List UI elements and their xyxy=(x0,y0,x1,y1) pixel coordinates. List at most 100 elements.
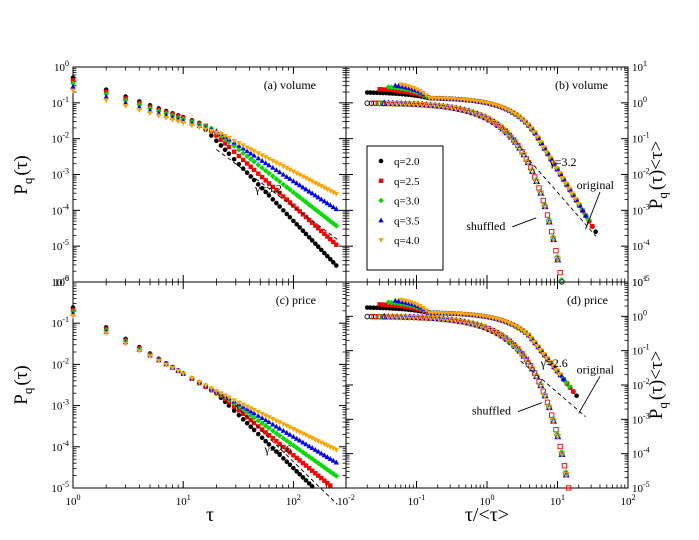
data-point xyxy=(322,231,327,237)
data-point xyxy=(259,415,265,421)
data-point xyxy=(270,417,276,422)
data-point xyxy=(291,453,296,458)
data-point xyxy=(309,190,315,196)
data-point xyxy=(333,473,340,479)
guide-line xyxy=(520,360,586,417)
data-point xyxy=(251,152,257,158)
data-point xyxy=(231,408,237,413)
data-point xyxy=(380,87,386,92)
data-point xyxy=(579,207,586,213)
data-point xyxy=(515,325,521,331)
data-point xyxy=(269,428,276,434)
data-point-shuffled xyxy=(494,122,502,130)
data-point xyxy=(270,197,276,202)
data-point-shuffled xyxy=(393,314,401,321)
data-point xyxy=(294,221,299,227)
data-point xyxy=(294,455,299,461)
annotation-shuffled: shuffled xyxy=(472,404,511,418)
data-point-shuffled xyxy=(554,256,562,264)
data-point xyxy=(277,190,282,196)
data-point xyxy=(327,256,333,262)
data-point xyxy=(284,166,290,171)
data-point xyxy=(506,108,512,114)
data-point xyxy=(330,204,336,210)
data-point xyxy=(306,481,312,486)
x-axis-label-left: τ xyxy=(206,504,214,526)
data-point xyxy=(196,125,203,131)
guide-label: γ=3.2 xyxy=(548,155,576,169)
data-point-shuffled xyxy=(431,316,439,323)
data-point xyxy=(248,424,254,429)
data-point xyxy=(390,303,395,308)
data-point-shuffled xyxy=(410,314,418,322)
data-point-shuffled xyxy=(562,469,570,476)
data-point-shuffled xyxy=(499,333,507,341)
legend-marker xyxy=(378,197,384,204)
data-point xyxy=(248,150,254,156)
data-point xyxy=(273,423,280,429)
data-point xyxy=(273,430,280,437)
data-point xyxy=(266,442,272,447)
legend-label: q=3.5 xyxy=(394,215,420,227)
guide-label: γ=2.6 xyxy=(540,356,568,370)
panel-a: 10-6 10-5 10-4 10-3 10-2 10-1 100 γ=3.2 (a) volu… xyxy=(51,59,347,289)
data-point xyxy=(306,434,312,440)
data-point xyxy=(420,90,426,96)
data-point xyxy=(236,153,242,159)
legend-marker xyxy=(378,178,384,183)
data-point xyxy=(402,84,408,90)
data-point xyxy=(218,137,224,142)
data-point xyxy=(251,177,257,183)
legend-marker xyxy=(378,158,384,164)
data-point xyxy=(303,433,309,439)
legend-marker xyxy=(378,238,384,244)
data-point xyxy=(300,475,306,480)
y-tick-label: 10-1 xyxy=(51,315,69,330)
data-point xyxy=(414,87,420,93)
data-point-shuffled xyxy=(435,316,443,323)
data-point-shuffled xyxy=(557,270,563,276)
data-point-shuffled xyxy=(527,164,534,171)
data-point xyxy=(291,218,296,224)
y-tick-label: 101 xyxy=(632,59,647,74)
data-point xyxy=(297,209,302,214)
data-point xyxy=(303,231,309,237)
data-point xyxy=(393,88,398,93)
data-point xyxy=(550,364,556,369)
data-point-shuffled xyxy=(448,105,456,112)
data-point xyxy=(312,458,319,464)
data-point xyxy=(553,165,560,171)
data-point-shuffled xyxy=(511,343,519,351)
data-point xyxy=(414,302,420,308)
data-point xyxy=(273,167,280,173)
data-point-shuffled xyxy=(558,448,565,456)
data-point xyxy=(136,348,143,354)
data-point xyxy=(196,380,203,385)
data-point xyxy=(218,131,224,137)
data-point xyxy=(259,165,265,171)
data-point xyxy=(296,447,303,453)
data-point-shuffled xyxy=(549,412,555,418)
data-point xyxy=(589,223,595,229)
data-point xyxy=(322,250,327,256)
data-point-shuffled xyxy=(549,236,557,243)
data-point-shuffled xyxy=(401,314,409,321)
data-point xyxy=(175,368,181,374)
x-tick-label: 10-2 xyxy=(337,493,355,508)
data-point xyxy=(231,404,237,409)
data-point-shuffled xyxy=(490,120,498,127)
data-point xyxy=(255,182,261,187)
data-point xyxy=(593,229,598,235)
data-point xyxy=(70,78,76,83)
data-point xyxy=(423,93,429,99)
data-point xyxy=(283,184,290,190)
data-point-shuffled xyxy=(553,427,559,433)
data-point xyxy=(259,157,265,163)
y-axis-label-right: Pq(τ)<τ> xyxy=(646,141,670,209)
data-point xyxy=(287,450,293,455)
data-point xyxy=(189,376,195,382)
data-point xyxy=(386,302,392,308)
data-point xyxy=(574,393,579,399)
data-point xyxy=(563,379,569,386)
